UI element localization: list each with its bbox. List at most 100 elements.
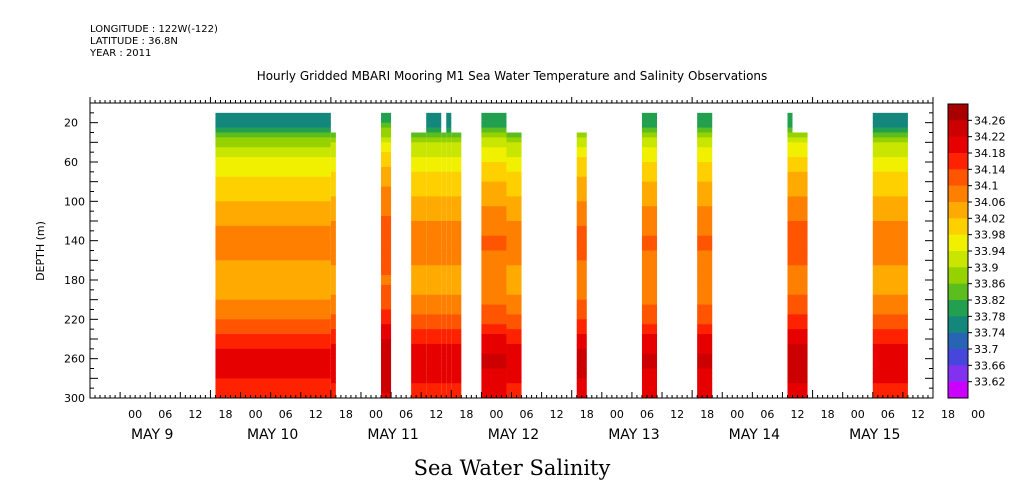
salinity-cell <box>381 304 392 310</box>
salinity-cell <box>446 275 452 281</box>
salinity-cell <box>215 132 331 138</box>
salinity-cell <box>381 255 392 261</box>
colorbar-swatch <box>948 316 968 333</box>
salinity-cell <box>330 329 336 335</box>
salinity-cell <box>441 329 447 335</box>
salinity-cell <box>426 122 442 128</box>
salinity-cell <box>506 373 522 379</box>
salinity-cell <box>381 162 392 168</box>
salinity-cell <box>451 348 462 355</box>
salinity-cell <box>381 137 392 143</box>
salinity-cell <box>872 284 908 291</box>
salinity-cell <box>506 334 522 340</box>
salinity-cell <box>872 343 908 350</box>
salinity-cell <box>441 294 447 301</box>
salinity-cell <box>787 339 793 345</box>
salinity-cell <box>787 132 793 138</box>
salinity-cell <box>381 201 392 207</box>
salinity-cell <box>441 358 447 364</box>
salinity-cell <box>641 275 658 281</box>
salinity-cell <box>451 166 462 173</box>
salinity-cell <box>481 235 507 242</box>
salinity-cell <box>426 373 442 379</box>
salinity-cell <box>576 358 587 364</box>
salinity-cell <box>506 166 522 173</box>
salinity-cell <box>451 186 462 192</box>
salinity-cell <box>446 299 452 305</box>
salinity-cell <box>576 250 587 256</box>
salinity-cell <box>411 230 427 237</box>
salinity-cell <box>411 319 427 325</box>
salinity-cell <box>787 245 793 251</box>
salinity-cell <box>506 363 522 369</box>
y-tick-label: 180 <box>64 274 85 287</box>
salinity-cell <box>872 221 908 227</box>
salinity-cell <box>411 152 427 158</box>
salinity-cell <box>787 176 793 183</box>
salinity-cell <box>792 265 808 271</box>
salinity-cell <box>792 348 808 355</box>
salinity-cell <box>787 275 793 281</box>
salinity-cell <box>576 275 587 281</box>
x-hour-label: 18 <box>339 408 353 421</box>
salinity-cell <box>411 216 427 222</box>
salinity-cell <box>641 171 658 178</box>
salinity-cell <box>426 245 442 251</box>
salinity-cell <box>451 152 462 158</box>
salinity-cell <box>792 162 808 168</box>
x-hour-label: 06 <box>279 408 293 421</box>
colorbar-swatch <box>948 381 968 399</box>
salinity-cell <box>641 324 658 330</box>
salinity-cell <box>481 196 507 202</box>
salinity-cell <box>426 147 442 153</box>
colorbar-swatch <box>948 136 968 154</box>
salinity-cell <box>446 230 452 237</box>
salinity-cell <box>481 265 507 271</box>
salinity-cell <box>441 157 447 163</box>
salinity-cell <box>641 304 658 310</box>
salinity-cell <box>641 309 658 315</box>
salinity-cell <box>481 240 507 246</box>
colorbar-swatch <box>948 104 968 121</box>
salinity-cell <box>697 112 713 119</box>
salinity-cell <box>426 196 442 202</box>
salinity-cell <box>451 324 462 330</box>
salinity-cell <box>446 240 452 246</box>
salinity-cell <box>411 329 427 335</box>
salinity-cell <box>697 127 713 133</box>
salinity-cell <box>792 329 808 335</box>
salinity-cell <box>697 304 713 310</box>
salinity-cell <box>872 393 908 399</box>
salinity-cell <box>872 245 908 251</box>
salinity-cell <box>215 270 331 276</box>
salinity-cell <box>792 368 808 374</box>
salinity-cell <box>446 117 452 124</box>
colorbar-label: 33.98 <box>974 229 1006 242</box>
salinity-cell <box>792 280 808 286</box>
salinity-cell <box>441 147 447 153</box>
salinity-cell <box>381 363 392 369</box>
salinity-cell <box>446 304 452 310</box>
salinity-cell <box>215 373 331 379</box>
salinity-cell <box>872 191 908 197</box>
salinity-cell <box>441 348 447 355</box>
salinity-cell <box>481 378 507 384</box>
salinity-cell <box>441 152 447 158</box>
salinity-cell <box>446 363 452 369</box>
salinity-cell <box>792 186 808 192</box>
salinity-cell <box>576 201 587 207</box>
salinity-cell <box>426 339 442 345</box>
salinity-cell <box>481 393 507 399</box>
salinity-cell <box>506 132 522 138</box>
colorbar-swatch <box>948 202 968 219</box>
salinity-cell <box>872 339 908 345</box>
salinity-cell <box>697 162 713 168</box>
salinity-cell <box>576 388 587 394</box>
salinity-cell <box>451 294 462 301</box>
salinity-cell <box>641 117 658 124</box>
salinity-cell <box>481 289 507 296</box>
salinity-cell <box>215 329 331 335</box>
salinity-cell <box>330 383 336 389</box>
salinity-cell <box>446 348 452 355</box>
salinity-cell <box>787 309 793 315</box>
